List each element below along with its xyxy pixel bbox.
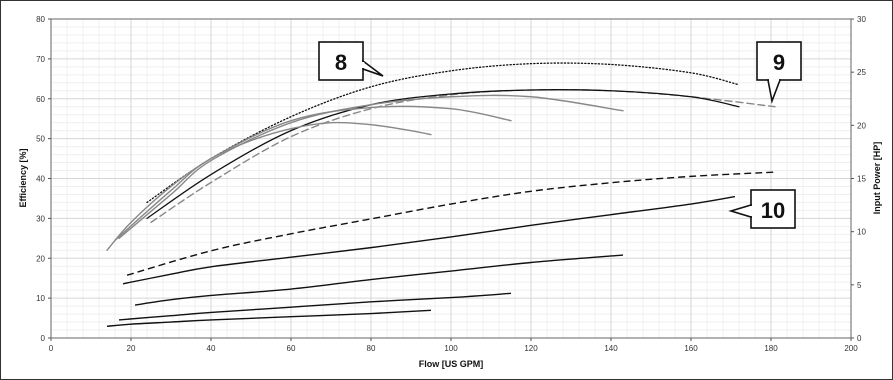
y-left-tick-label: 0 [41, 334, 46, 343]
y-left-tick-label: 20 [36, 254, 45, 263]
y-left-tick-label: 30 [36, 214, 45, 223]
callout-label: 9 [773, 50, 785, 75]
efficiency-curve [146, 62, 740, 204]
power-curve [134, 254, 624, 306]
x-tick-label: 40 [207, 344, 216, 353]
efficiency-curve [146, 89, 740, 220]
y-right-tick-label: 5 [857, 281, 862, 290]
y-right-tick-label: 30 [857, 15, 866, 24]
y-right-tick-label: 15 [857, 175, 866, 184]
y-left-tick-label: 10 [36, 294, 45, 303]
callout-pointer [728, 203, 752, 219]
y-right-tick-label: 0 [857, 334, 862, 343]
y-right-tick-label: 20 [857, 121, 866, 130]
power-curves [106, 171, 776, 327]
y-left-tick-label: 50 [36, 135, 45, 144]
power-curve [122, 195, 736, 285]
y-left-tick-label: 80 [36, 15, 45, 24]
x-axis-label: Flow [US GPM] [419, 359, 484, 369]
y-left-tick-label: 70 [36, 55, 45, 64]
x-tick-label: 0 [49, 344, 54, 353]
x-tick-label: 60 [287, 344, 296, 353]
x-tick-label: 200 [844, 344, 858, 353]
x-tick-label: 160 [684, 344, 698, 353]
y-right-tick-label: 10 [857, 228, 866, 237]
axis-ticks: 0 20 40 60 80 100 120 140 160 180 2000102030405060… [36, 15, 866, 353]
y-right-tick-label: 25 [857, 68, 866, 77]
efficiency-curve [106, 121, 432, 251]
x-tick-label: 120 [524, 344, 538, 353]
callout-box [750, 189, 796, 229]
x-tick-label: 80 [367, 344, 376, 353]
efficiency-curves [106, 62, 776, 251]
power-curve [118, 292, 512, 321]
callout-label: 8 [335, 50, 347, 75]
callout-pointer [362, 59, 384, 77]
callouts: 8 9 10 [318, 41, 802, 229]
x-tick-label: 100 [444, 344, 458, 353]
x-tick-label: 140 [604, 344, 618, 353]
x-tick-label: 180 [764, 344, 778, 353]
efficiency-curve [114, 105, 512, 242]
y-left-tick-label: 40 [36, 175, 45, 184]
power-curve [106, 309, 432, 327]
y-axis-right-label: Input Power [HP] [872, 142, 882, 215]
callout-box [318, 41, 364, 81]
callout-box [756, 41, 802, 81]
power-curve [126, 171, 776, 276]
y-axis-left-label: Efficiency [%] [18, 148, 28, 207]
x-tick-label: 20 [127, 344, 136, 353]
callout-label: 10 [761, 198, 785, 223]
y-left-tick-label: 60 [36, 95, 45, 104]
